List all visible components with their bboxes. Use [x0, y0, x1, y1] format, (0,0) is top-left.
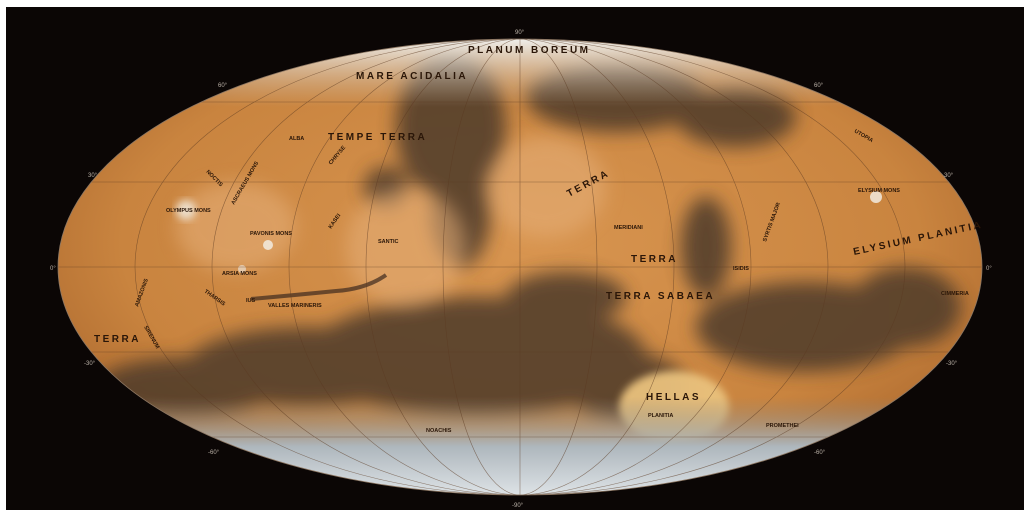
label-isidis: ISIDIS: [733, 266, 749, 272]
tick-eq-right: 0°: [986, 266, 992, 272]
label-planum-boreum: PLANUM BOREUM: [468, 45, 591, 56]
tick-30n-right: 30°: [944, 173, 954, 179]
meridian-30: [442, 39, 598, 495]
tick-60s-right: -60°: [814, 450, 826, 456]
tick-60n-left: 60°: [218, 83, 228, 89]
label-terra-sabaea: TERRA SABAEA: [606, 291, 715, 302]
label-tempe-terra: TEMPE TERRA: [328, 132, 427, 143]
label-valles-marineris: VALLES MARINERIS: [268, 303, 322, 309]
pavonis-mons-volcano: [263, 240, 273, 250]
latitude-ticks: 90° 60° 60° 30° 30° 0° 0° -30° -30° -60°…: [50, 30, 992, 509]
label-hellas: HELLAS: [646, 392, 701, 403]
label-noachis: NOACHIS: [426, 428, 452, 434]
label-santic: SANTIC: [378, 239, 399, 245]
label-arsia-mons: ARSIA MONS: [222, 271, 257, 277]
tick-30s-left: -30°: [84, 361, 96, 367]
label-promethei: PROMETHEI: [766, 423, 799, 429]
meridian-150: [134, 39, 906, 495]
label-hellas-planitia: PLANITIA: [648, 413, 673, 419]
tick-90s: -90°: [512, 503, 524, 509]
valles-marineris: [250, 273, 388, 301]
tick-60n-right: 60°: [814, 83, 824, 89]
label-alba: ALBA: [289, 136, 304, 142]
tick-30s-right: -30°: [946, 361, 958, 367]
mars-map: 90° 60° 60° 30° 30° 0° 0° -30° -30° -60°…: [50, 30, 992, 509]
label-mare-acidalia: MARE ACIDALIA: [356, 71, 468, 82]
label-elysium-mons: ELYSIUM MONS: [858, 188, 900, 194]
tick-90n: 90°: [515, 30, 525, 36]
label-arabia-terra: TERRA: [631, 254, 678, 265]
map-frame: 90° 60° 60° 30° 30° 0° 0° -30° -30° -60°…: [6, 7, 1024, 510]
label-terra-left: TERRA: [94, 334, 141, 345]
label-cimmeria: CIMMERIA: [941, 291, 969, 297]
tick-30n-left: 30°: [88, 173, 98, 179]
tick-60s-left: -60°: [208, 450, 220, 456]
meridian-120: [211, 39, 829, 495]
label-pavonis-mons: PAVONIS MONS: [250, 231, 292, 237]
label-olympus-mons: OLYMPUS MONS: [166, 208, 211, 214]
bright-regions: [176, 137, 606, 307]
elysium-mons-volcano: [870, 191, 882, 203]
planet-surface: [58, 39, 982, 495]
olympus-mons-volcano: [176, 200, 196, 220]
meridian-90: [288, 39, 752, 495]
globe-outline: [57, 38, 983, 496]
label-meridiani: MERIDIANI: [614, 225, 643, 231]
south-polar-cap: [58, 397, 982, 495]
label-ius: IUS: [246, 298, 256, 304]
graticule: [58, 39, 982, 495]
tick-eq-left: 0°: [50, 266, 56, 272]
meridian-60: [365, 39, 675, 495]
